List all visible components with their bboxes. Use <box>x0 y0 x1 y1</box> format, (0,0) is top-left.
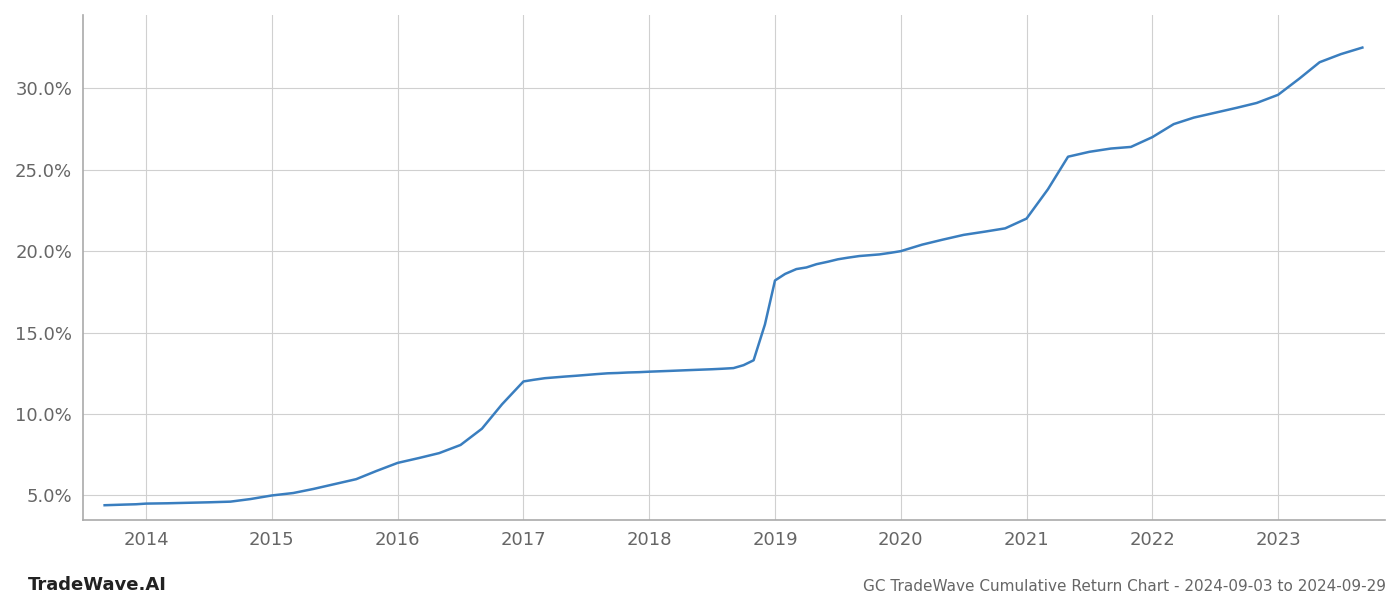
Text: TradeWave.AI: TradeWave.AI <box>28 576 167 594</box>
Text: GC TradeWave Cumulative Return Chart - 2024-09-03 to 2024-09-29: GC TradeWave Cumulative Return Chart - 2… <box>862 579 1386 594</box>
